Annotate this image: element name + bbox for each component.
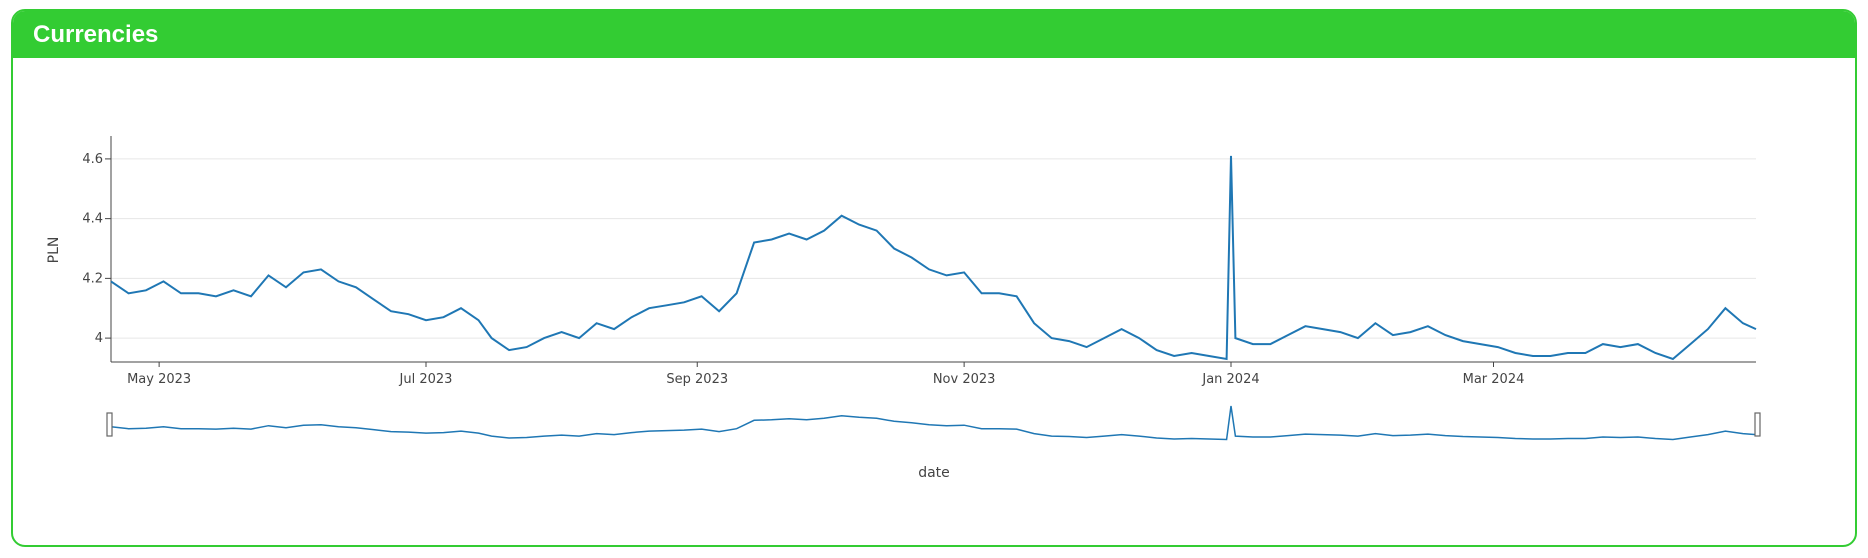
series-line[interactable] (110, 155, 1757, 361)
x-axis-title: date (918, 465, 950, 481)
x-tick-label: May 2023 (127, 372, 191, 387)
y-tick-label: 4.6 (82, 152, 103, 167)
gridlines (111, 158, 1756, 339)
x-tick-label: Mar 2024 (1463, 372, 1525, 387)
y-tick-label: 4 (95, 331, 103, 346)
panel-header: Currencies (13, 11, 1855, 58)
panel-title: Currencies (33, 20, 159, 48)
range-slider-line (110, 405, 1757, 441)
range-slider-right-handle[interactable] (1754, 412, 1761, 437)
x-axis: May 2023 Jul 2023 Sep 2023 Nov 2023 Jan 2024… (111, 361, 1756, 387)
x-tick-label: Jan 2024 (1201, 372, 1259, 387)
range-slider-left-handle[interactable] (106, 412, 113, 437)
y-tick-label: 4.4 (82, 212, 103, 227)
x-tick-label: Nov 2023 (933, 372, 996, 387)
x-tick-label: Jul 2023 (399, 372, 453, 387)
y-tick-label: 4.2 (82, 271, 103, 286)
x-tick-label: Sep 2023 (666, 372, 728, 387)
y-axis: 4 4.2 4.4 4.6 (82, 136, 112, 362)
y-axis-title: PLN (46, 237, 62, 264)
range-slider[interactable] (106, 405, 1761, 441)
